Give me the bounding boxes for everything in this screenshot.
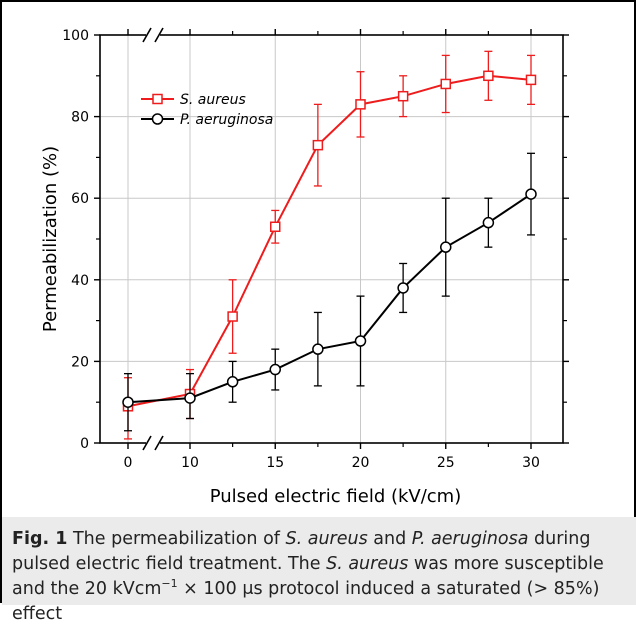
caption-label: Fig. 1 [12, 529, 68, 549]
axis-break-gap [146, 32, 160, 38]
x-tick-label: 25 [437, 455, 455, 471]
data-point [525, 188, 537, 200]
series-line-2 [127, 193, 532, 404]
chart: 0 10 15 20 25 30 0 20 40 60 80 100 Pulsed electric f… [40, 27, 569, 507]
data-point [483, 70, 494, 82]
y-tick-label: 0 [80, 436, 89, 452]
caption-text-4: pulsed electric field treatment. The [12, 554, 327, 574]
caption-species-1: S. aureus [285, 529, 368, 549]
y-tick-label: 40 [71, 273, 89, 289]
caption-text-5: was more susceptible [408, 554, 604, 574]
plot-frame [99, 34, 564, 444]
x-tick-label: 0 [124, 455, 133, 471]
legend-label: P. aeruginosa [180, 112, 273, 128]
series-line-1 [127, 74, 532, 408]
data-point [482, 216, 495, 229]
data-point [440, 241, 452, 253]
data-point [355, 99, 366, 110]
y-tick-label: 60 [71, 191, 89, 207]
caption-text-1: The permeabilization of [67, 529, 286, 549]
caption-text-6: and the 20 kVcm [12, 579, 162, 599]
caption-text-2: and [367, 529, 412, 549]
data-point [184, 392, 196, 404]
x-tick-label: 15 [266, 455, 284, 471]
legend-marker [151, 113, 164, 125]
y-tick-label: 20 [71, 354, 89, 370]
axis-break-mark [154, 27, 164, 43]
x-axis-title: Pulsed electric field (kV/cm) [210, 486, 462, 507]
data-point [122, 396, 134, 408]
x-tick-label: 30 [522, 455, 540, 471]
figure-caption: Fig. 1 The permeabilization of S. aureus… [2, 517, 636, 624]
data-point [525, 74, 537, 86]
data-point [226, 376, 239, 388]
caption-text-3: during [528, 529, 591, 549]
y-axis-title: Permeabilization (%) [40, 146, 61, 332]
data-point [270, 221, 281, 233]
caption-superscript: −1 [161, 577, 178, 591]
data-point [440, 78, 451, 90]
y-tick-label: 80 [71, 110, 89, 126]
x-tick-label: 20 [352, 455, 370, 471]
data-point [397, 90, 409, 102]
y-tick-label: 100 [62, 28, 89, 44]
caption-species-2: P. aeruginosa [411, 529, 529, 549]
data-point [269, 363, 281, 376]
axis-break-mark [142, 27, 152, 43]
axis-break-mark [154, 435, 164, 451]
axis-break-gap [146, 440, 160, 446]
legend-marker [152, 93, 163, 105]
caption-species-3: S. aureus [326, 554, 409, 574]
data-point [397, 282, 409, 294]
data-point [312, 139, 324, 151]
data-point [312, 343, 324, 355]
x-tick-label: 10 [181, 455, 199, 471]
axis-break-mark [142, 435, 152, 451]
data-point [354, 335, 367, 347]
data-point [227, 311, 238, 322]
legend-label: S. aureus [180, 92, 246, 108]
